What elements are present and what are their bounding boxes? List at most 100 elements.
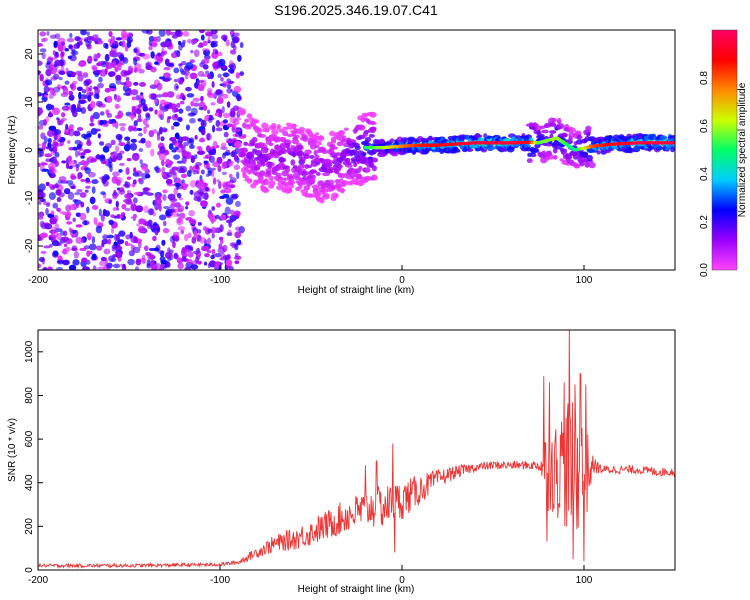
spectrogram-signal-blob: [246, 113, 253, 119]
spectrogram-noise-blob: [110, 152, 114, 159]
spectrogram-noise-blob: [40, 132, 46, 140]
spectrogram-noise-blob: [171, 125, 175, 130]
spectrogram-noise-blob: [115, 133, 123, 141]
spectrogram-noise-blob: [208, 260, 217, 268]
spectrogram-noise-blob: [56, 117, 60, 121]
spectrogram-noise-blob: [181, 156, 187, 164]
spectrogram-signal-blob: [341, 180, 349, 186]
spectrogram-signal-blob: [556, 123, 565, 130]
spectrogram-noise-blob: [126, 41, 132, 48]
spectrogram-noise-blob: [184, 266, 191, 270]
spectrogram-noise-blob: [115, 145, 120, 153]
spectrogram-noise-blob: [229, 177, 237, 184]
spectrogram-noise-blob: [211, 124, 216, 133]
spectrogram-noise-blob: [81, 257, 88, 263]
spectrogram-noise-blob: [200, 128, 206, 136]
spectrogram-noise-blob: [149, 148, 155, 157]
spectrogram-noise-blob: [150, 263, 158, 270]
spectrogram-signal-blob: [304, 149, 312, 155]
spectrogram-noise-blob: [119, 126, 126, 132]
spectrogram-noise-blob: [41, 198, 46, 203]
spectrogram-noise-blob: [104, 210, 110, 217]
spectrogram-noise-blob: [176, 160, 184, 164]
spectrogram-noise-blob: [88, 243, 97, 251]
spectrogram-noise-blob: [97, 133, 101, 139]
spectrogram-noise-blob: [207, 36, 211, 43]
spectrogram-noise-blob: [234, 154, 238, 162]
spectrogram-noise-blob: [214, 214, 220, 219]
spectrogram-noise-blob: [91, 235, 96, 244]
spectrogram-noise-blob: [217, 51, 223, 57]
spectrogram-noise-blob: [78, 91, 82, 100]
spectrogram-noise-blob: [91, 204, 99, 210]
spectrogram-noise-blob: [177, 262, 184, 270]
spectrogram-y-tick-label: -20: [24, 238, 35, 253]
spectrogram-noise-blob: [158, 109, 165, 117]
spectrogram-signal-blob: [306, 193, 315, 198]
spectrogram-noise-blob: [57, 37, 66, 44]
snr-y-tick-label: 600: [24, 430, 35, 447]
spectrogram-noise-blob: [228, 60, 234, 66]
spectrogram-noise-blob: [89, 122, 95, 127]
spectrogram-noise-blob: [221, 34, 228, 41]
spectrogram-noise-blob: [49, 62, 55, 69]
spectrogram-noise-blob: [165, 210, 171, 217]
spectrogram-noise-blob: [226, 232, 233, 237]
spectrogram-signal-blob: [357, 124, 366, 131]
spectrogram-noise-blob: [150, 224, 155, 231]
spectrogram-noise-blob: [45, 79, 53, 86]
spectrogram-noise-blob: [99, 69, 107, 77]
spectrogram-noise-blob: [141, 30, 150, 34]
spectrogram-signal-blob: [489, 146, 497, 150]
spectrogram-noise-blob: [55, 266, 64, 270]
spectrogram-noise-blob: [98, 141, 105, 146]
spectrogram-noise-blob: [91, 186, 96, 194]
spectrogram-x-label: Height of straight line (km): [298, 285, 415, 296]
spectrogram-noise-blob: [125, 234, 131, 240]
spectrogram-noise-blob: [95, 54, 100, 59]
spectrogram-noise-blob: [169, 197, 178, 202]
spectrogram-noise-blob: [165, 158, 171, 165]
spectrogram-noise-blob: [62, 105, 67, 110]
snr-panel: -200 -100 0 100 0 200 400 600 800 1000 Height of…: [7, 329, 676, 595]
spectrogram-signal-blob: [283, 177, 288, 182]
spectrogram-noise-blob: [112, 171, 120, 177]
spectrogram-noise-blob: [163, 66, 171, 71]
spectrogram-noise-blob: [133, 120, 138, 127]
spectrogram-noise-blob: [92, 265, 97, 270]
spectrogram-noise-blob: [226, 101, 231, 108]
spectrogram-noise-blob: [112, 207, 117, 211]
spectrogram-noise-blob: [73, 250, 79, 259]
spectrogram-noise-blob: [143, 186, 149, 195]
spectrogram-noise-blob: [76, 127, 84, 131]
spectrogram-noise-blob: [203, 160, 209, 164]
spectrogram-noise-blob: [108, 219, 114, 225]
spectrogram-noise-blob: [38, 213, 42, 218]
spectrogram-noise-blob: [145, 251, 152, 256]
spectrogram-noise-blob: [76, 41, 81, 49]
spectrogram-noise-blob: [93, 58, 98, 62]
spectrogram-noise-blob: [170, 211, 179, 218]
spectrogram-y-tick-label: 20: [24, 48, 35, 60]
spectrogram-noise-blob: [129, 111, 135, 116]
spectrogram-noise-blob: [111, 244, 118, 249]
spectrogram-noise-blob: [153, 36, 158, 42]
spectrogram-signal-blob: [298, 183, 303, 190]
snr-y-tick-label: 200: [24, 518, 35, 535]
spectrogram-signal-blob: [362, 167, 371, 173]
spectrogram-noise-blob: [196, 181, 204, 190]
spectrogram-noise-blob: [198, 30, 205, 34]
spectrogram-signal-blob: [251, 136, 258, 143]
spectrogram-noise-blob: [101, 176, 107, 184]
spectrogram-signal-blob: [532, 148, 540, 153]
spectrogram-noise-blob: [198, 188, 203, 197]
spectrogram-noise-blob: [161, 159, 165, 167]
spectrogram-noise-blob: [222, 244, 228, 252]
spectrogram-noise-blob: [38, 263, 42, 269]
spectrogram-signal-blob: [282, 126, 289, 131]
spectrogram-signal-blob: [523, 143, 531, 149]
spectrogram-noise-blob: [86, 232, 92, 240]
spectrogram-noise-blob: [50, 210, 55, 216]
spectrogram-noise-blob: [57, 44, 64, 52]
spectrogram-noise-blob: [75, 224, 83, 228]
